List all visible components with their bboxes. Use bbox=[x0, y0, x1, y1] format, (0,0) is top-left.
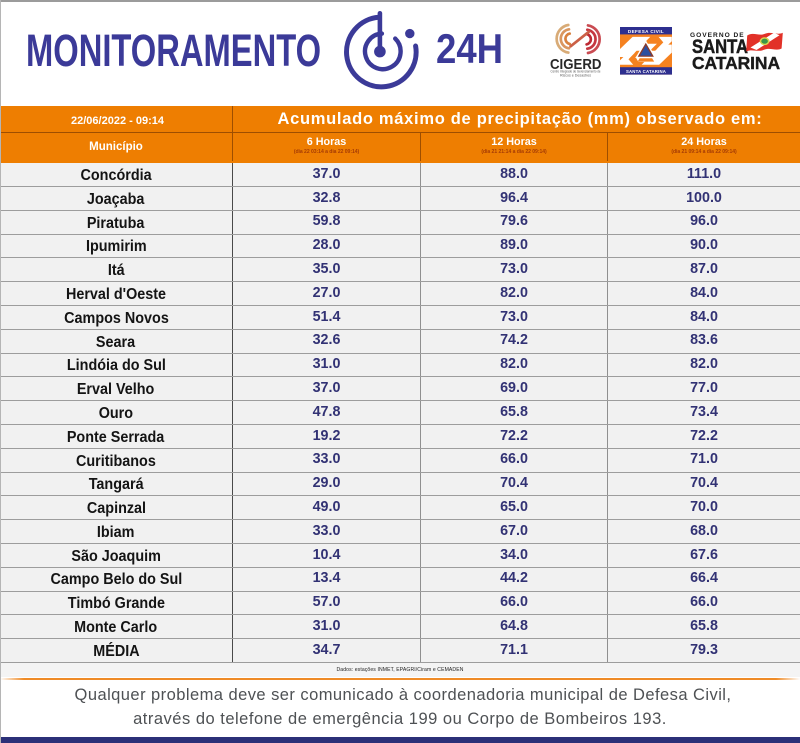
svg-text:DEFESA CIVIL: DEFESA CIVIL bbox=[628, 29, 664, 34]
svg-text:CIGERD: CIGERD bbox=[550, 56, 602, 73]
svg-text:SANTA CATARINA: SANTA CATARINA bbox=[626, 69, 666, 74]
svg-text:Centro Integrado de Gerenciame: Centro Integrado de Gerenciamento de bbox=[551, 70, 601, 74]
svg-text:Riscos e Desastres: Riscos e Desastres bbox=[560, 74, 591, 78]
